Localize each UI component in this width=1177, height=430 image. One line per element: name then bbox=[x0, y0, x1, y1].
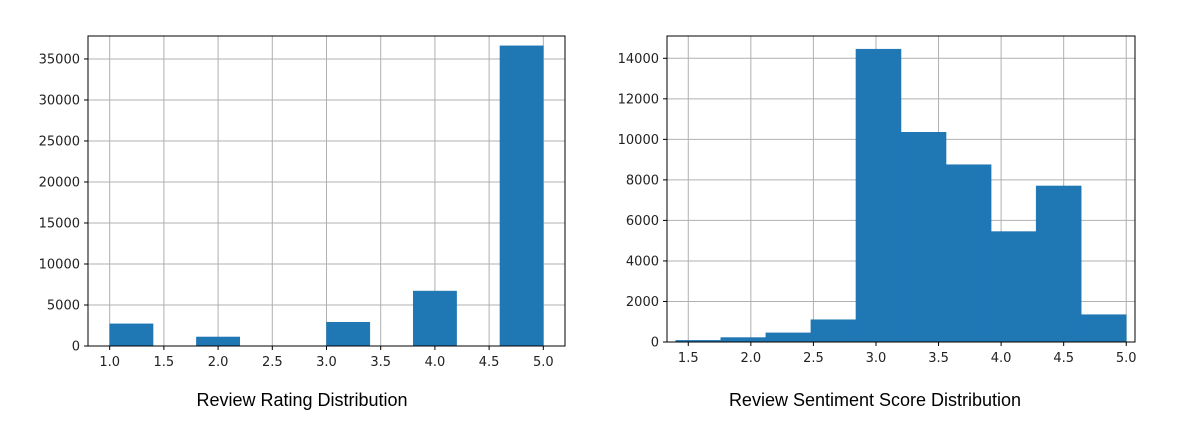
rating-histogram-chart: 1.0 1.5 2.0 2.5 3.0 3.5 4.0 4.5 5.0 0 5000 10000 150… bbox=[39, 35, 566, 370]
sentiment-y-tick-label: 4000 bbox=[626, 254, 659, 269]
sentiment-bar bbox=[720, 337, 767, 343]
sentiment-y-tick-label: 14000 bbox=[618, 52, 659, 67]
rating-bar bbox=[499, 45, 544, 347]
sentiment-histogram-panel: 1.5 2.0 2.5 3.0 3.5 4.0 4.5 5.0 0 2000 4000 6000 800… bbox=[590, 0, 1177, 430]
rating-x-tick-label: 4.5 bbox=[479, 355, 500, 370]
sentiment-bar bbox=[900, 132, 947, 343]
rating-chart-title: Review Rating Distribution bbox=[196, 390, 408, 410]
sentiment-y-tick-label: 10000 bbox=[618, 133, 659, 148]
sentiment-y-tick-label: 2000 bbox=[626, 295, 659, 310]
sentiment-x-tick-label: 1.5 bbox=[678, 351, 699, 366]
sentiment-chart-title: Review Sentiment Score Distribution bbox=[728, 390, 1022, 410]
sentiment-x-tick-label: 4.0 bbox=[991, 351, 1012, 366]
sentiment-x-tick-label: 2.0 bbox=[740, 351, 761, 366]
rating-bar bbox=[326, 321, 371, 347]
rating-y-tick-label: 25000 bbox=[39, 134, 80, 149]
rating-x-tick-label: 3.5 bbox=[370, 355, 391, 370]
sentiment-x-tick-label: 3.5 bbox=[928, 351, 949, 366]
rating-x-tick-label: 4.0 bbox=[425, 355, 446, 370]
sentiment-bar bbox=[855, 48, 902, 343]
rating-x-tick-label: 3.0 bbox=[316, 355, 337, 370]
rating-x-tick-label: 1.0 bbox=[99, 355, 120, 370]
rating-bar bbox=[109, 323, 154, 347]
sentiment-y-tick-label: 8000 bbox=[626, 173, 659, 188]
rating-bar bbox=[196, 336, 241, 347]
rating-bar bbox=[412, 290, 457, 347]
rating-x-tick-label: 2.5 bbox=[262, 355, 283, 370]
sentiment-bar bbox=[945, 164, 992, 343]
sentiment-bar bbox=[765, 332, 812, 343]
sentiment-bar bbox=[1035, 185, 1082, 343]
sentiment-bar bbox=[810, 319, 857, 343]
sentiment-x-tick-label: 4.5 bbox=[1053, 351, 1074, 366]
sentiment-x-tick-label: 3.0 bbox=[866, 351, 887, 366]
sentiment-bar bbox=[1080, 314, 1127, 343]
rating-x-tick-label: 2.0 bbox=[208, 355, 229, 370]
rating-x-tick-label: 1.5 bbox=[154, 355, 175, 370]
rating-y-tick-label: 10000 bbox=[39, 257, 80, 272]
rating-histogram-panel: 1.0 1.5 2.0 2.5 3.0 3.5 4.0 4.5 5.0 0 5000 10000 150… bbox=[39, 35, 566, 410]
sentiment-axes-frame bbox=[666, 35, 1136, 343]
sentiment-bar bbox=[990, 231, 1037, 343]
rating-y-tick-label: 35000 bbox=[39, 52, 80, 67]
rating-y-tick-label: 0 bbox=[72, 340, 80, 355]
sentiment-y-tick-label: 0 bbox=[651, 336, 659, 351]
sentiment-y-tick-label: 12000 bbox=[618, 92, 659, 107]
rating-y-tick-label: 5000 bbox=[47, 298, 80, 313]
sentiment-y-tick-label: 6000 bbox=[626, 214, 659, 229]
rating-y-tick-label: 20000 bbox=[39, 175, 80, 190]
rating-x-tick-label: 5.0 bbox=[533, 355, 554, 370]
sentiment-x-tick-label: 5.0 bbox=[1116, 351, 1137, 366]
rating-y-tick-label: 15000 bbox=[39, 216, 80, 231]
sentiment-histogram-chart: 1.5 2.0 2.5 3.0 3.5 4.0 4.5 5.0 0 2000 4000 6000 800… bbox=[618, 35, 1137, 366]
sentiment-x-tick-label: 2.5 bbox=[803, 351, 824, 366]
rating-y-tick-label: 30000 bbox=[39, 93, 80, 108]
